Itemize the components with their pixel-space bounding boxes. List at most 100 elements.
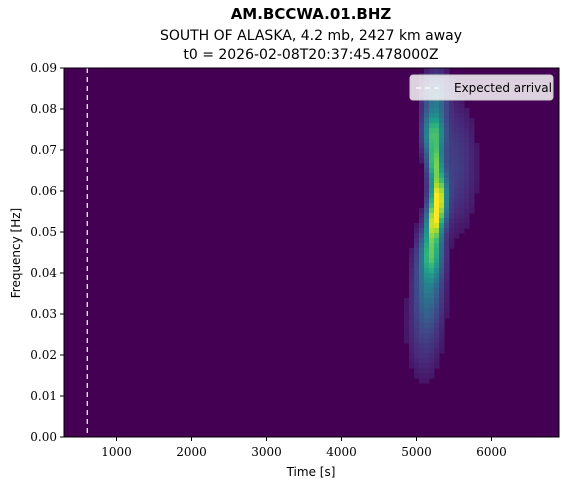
spectrogram-cell: [429, 323, 435, 329]
y-tick-label: 0.02: [30, 348, 57, 362]
spectrogram-cell: [414, 303, 420, 309]
spectrogram-cell: [424, 68, 430, 74]
spectrogram-cell: [424, 188, 430, 194]
spectrogram-cell: [429, 288, 435, 294]
spectrogram-cell: [459, 193, 465, 199]
spectrogram-cell: [449, 218, 455, 224]
spectrogram-cell: [439, 303, 445, 309]
spectrogram-cell: [424, 268, 430, 274]
spectrogram-cell: [419, 278, 425, 284]
spectrogram-cell: [454, 188, 460, 194]
spectrogram-cell: [459, 163, 465, 169]
spectrogram-cell: [459, 168, 465, 174]
spectrogram-cell: [414, 343, 420, 349]
spectrogram-cell: [469, 208, 475, 214]
spectrogram-cell: [434, 363, 440, 369]
spectrogram-cell: [454, 193, 460, 199]
spectrogram-cell: [449, 113, 455, 119]
spectrogram-cell: [434, 133, 440, 139]
spectrogram-cell: [429, 223, 435, 229]
spectrogram-cell: [429, 238, 435, 244]
spectrogram-cell: [454, 223, 460, 229]
spectrogram-cell: [424, 348, 430, 354]
spectrogram-cell: [454, 148, 460, 154]
spectrogram-cell: [434, 178, 440, 184]
spectrogram-cell: [434, 268, 440, 274]
spectrogram-cell: [409, 318, 415, 324]
spectrogram-cell: [459, 203, 465, 209]
spectrogram-cell: [469, 183, 475, 189]
spectrogram-cell: [414, 298, 420, 304]
spectrogram-cell: [429, 193, 435, 199]
spectrogram-cell: [454, 108, 460, 114]
spectrogram-cell: [429, 363, 435, 369]
spectrogram-cell: [439, 273, 445, 279]
spectrogram-cell: [439, 328, 445, 334]
spectrogram-cell: [404, 313, 410, 319]
spectrogram-cell: [434, 333, 440, 339]
spectrogram-cell: [424, 223, 430, 229]
spectrogram-cell: [444, 308, 450, 314]
spectrogram-cell: [469, 198, 475, 204]
spectrogram-cell: [419, 98, 425, 104]
spectrogram-cell: [444, 268, 450, 274]
spectrogram-cell: [439, 198, 445, 204]
spectrogram-cell: [444, 223, 450, 229]
spectrogram-cell: [454, 203, 460, 209]
spectrogram-cell: [464, 193, 470, 199]
spectrogram-cell: [424, 253, 430, 259]
spectrogram-cell: [469, 138, 475, 144]
spectrogram-cell: [409, 293, 415, 299]
spectrogram-cell: [424, 283, 430, 289]
spectrogram-cell: [464, 163, 470, 169]
spectrogram-cell: [424, 368, 430, 374]
spectrogram-cell: [409, 273, 415, 279]
spectrogram-cell: [434, 338, 440, 344]
spectrogram-cell: [429, 308, 435, 314]
spectrogram-cell: [469, 193, 475, 199]
spectrogram-cell: [444, 258, 450, 264]
spectrogram-cell: [439, 208, 445, 214]
spectrogram-cell: [474, 143, 480, 149]
spectrogram-cell: [429, 373, 435, 379]
spectrogram-cell: [414, 338, 420, 344]
spectrogram-cell: [444, 283, 450, 289]
spectrogram-cell: [469, 118, 475, 124]
spectrogram-cell: [414, 283, 420, 289]
spectrogram-cell: [424, 103, 430, 109]
spectrogram-cell: [409, 258, 415, 264]
spectrogram-cell: [419, 128, 425, 134]
spectrogram-cell: [414, 313, 420, 319]
spectrogram-cell: [439, 348, 445, 354]
spectrogram-cell: [424, 193, 430, 199]
spectrogram-cell: [404, 303, 410, 309]
spectrogram-cell: [419, 158, 425, 164]
spectrogram-cell: [424, 128, 430, 134]
spectrogram-cell: [474, 168, 480, 174]
spectrogram-cell: [434, 168, 440, 174]
spectrogram-cell: [454, 133, 460, 139]
spectrogram-cell: [414, 268, 420, 274]
spectrogram-cell: [409, 358, 415, 364]
spectrogram-cell: [439, 138, 445, 144]
spectrogram-cell: [414, 363, 420, 369]
spectrogram-cell: [419, 378, 425, 384]
spectrogram-cell: [429, 133, 435, 139]
spectrogram-cell: [409, 263, 415, 269]
spectrogram-cell: [419, 138, 425, 144]
spectrogram-cell: [419, 323, 425, 329]
spectrogram-cell: [429, 103, 435, 109]
spectrogram-cell: [434, 223, 440, 229]
spectrogram-cell: [429, 158, 435, 164]
spectrogram-cell: [459, 223, 465, 229]
spectrogram-cell: [419, 298, 425, 304]
x-tick-label: 5000: [401, 445, 432, 459]
spectrogram-cell: [454, 163, 460, 169]
spectrogram-cell: [449, 213, 455, 219]
spectrogram-cell: [434, 293, 440, 299]
spectrogram-cell: [464, 108, 470, 114]
spectrogram-cell: [444, 313, 450, 319]
spectrogram-cell: [454, 228, 460, 234]
spectrogram-cell: [419, 273, 425, 279]
